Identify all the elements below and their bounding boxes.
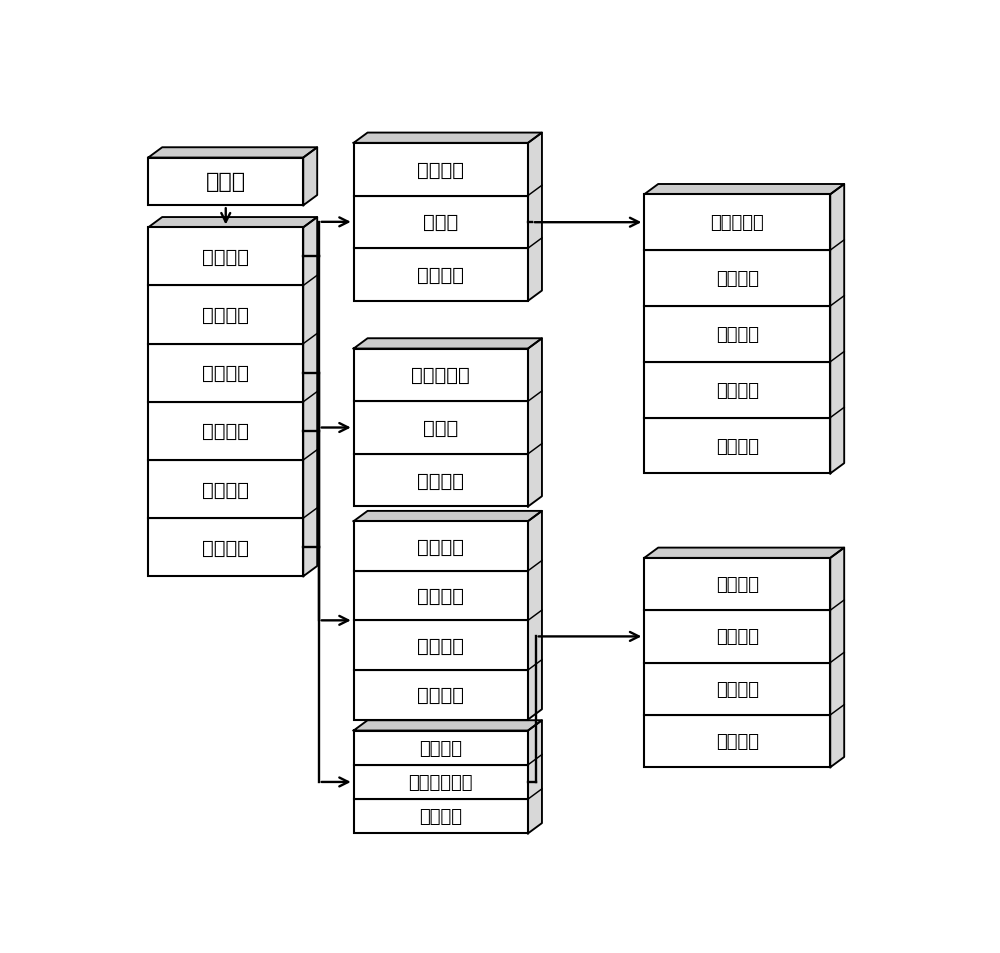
Bar — [354, 620, 528, 670]
Bar — [644, 418, 830, 474]
Polygon shape — [528, 339, 542, 507]
Bar — [354, 196, 528, 249]
Polygon shape — [830, 185, 844, 474]
Text: 保定值设置: 保定值设置 — [710, 214, 764, 232]
Polygon shape — [528, 133, 542, 301]
Polygon shape — [644, 548, 844, 558]
Text: 开出传动: 开出传动 — [202, 480, 249, 499]
Bar — [354, 800, 528, 834]
Polygon shape — [528, 512, 542, 720]
Polygon shape — [354, 133, 542, 144]
Text: 清除报告: 清除报告 — [419, 739, 462, 757]
Text: 参数设置: 参数设置 — [202, 306, 249, 325]
Bar — [354, 571, 528, 620]
Text: 屏保设置: 屏保设置 — [716, 437, 759, 455]
Text: 主界面: 主界面 — [206, 172, 246, 193]
Polygon shape — [148, 148, 317, 158]
Text: 跳闸输出: 跳闸输出 — [716, 576, 759, 594]
Polygon shape — [303, 218, 317, 577]
Bar — [644, 251, 830, 307]
Bar — [644, 715, 830, 767]
Text: 密码设置: 密码设置 — [716, 381, 759, 399]
Text: 动作报告: 动作报告 — [417, 537, 464, 556]
Text: 清除分闸次数: 清除分闸次数 — [409, 773, 473, 791]
Text: 保定时间: 保定时间 — [417, 266, 464, 285]
Text: 告警信号: 告警信号 — [716, 680, 759, 698]
Text: 电流电压量: 电流电压量 — [411, 366, 470, 385]
Text: 分闸次数: 分闸次数 — [417, 636, 464, 655]
Bar — [354, 521, 528, 571]
Bar — [354, 455, 528, 507]
Bar — [644, 611, 830, 663]
Polygon shape — [303, 148, 317, 206]
Polygon shape — [354, 720, 542, 731]
Bar — [354, 402, 528, 455]
Polygon shape — [148, 218, 317, 228]
Text: 告警报告: 告警报告 — [417, 586, 464, 605]
Polygon shape — [354, 512, 542, 521]
Polygon shape — [528, 720, 542, 834]
Bar — [148, 158, 303, 206]
Text: 保定值: 保定值 — [423, 213, 458, 233]
Text: 清除设置: 清除设置 — [419, 807, 462, 825]
Text: 备用出口: 备用出口 — [716, 732, 759, 750]
Bar — [644, 558, 830, 611]
Bar — [148, 518, 303, 577]
Bar — [148, 460, 303, 518]
Text: 信息清除: 信息清除 — [202, 538, 249, 558]
Text: 报告显示: 报告显示 — [202, 422, 249, 441]
Bar — [354, 144, 528, 196]
Bar — [148, 402, 303, 460]
Text: 时钟设置: 时钟设置 — [716, 326, 759, 343]
Polygon shape — [830, 548, 844, 767]
Bar — [354, 249, 528, 301]
Text: 开入量: 开入量 — [423, 418, 458, 437]
Text: 投退状态: 投退状态 — [417, 160, 464, 179]
Bar — [354, 765, 528, 800]
Bar — [354, 731, 528, 765]
Text: 通讯设置: 通讯设置 — [716, 270, 759, 288]
Bar — [148, 228, 303, 286]
Text: 装置信息: 装置信息 — [417, 471, 464, 490]
Polygon shape — [644, 185, 844, 195]
Bar — [148, 344, 303, 402]
Text: 遥信报告: 遥信报告 — [417, 685, 464, 704]
Bar — [644, 195, 830, 251]
Text: 合闸输出: 合闸输出 — [716, 628, 759, 646]
Bar — [354, 349, 528, 402]
Text: 状态显示: 状态显示 — [202, 364, 249, 383]
Text: 压板查看: 压板查看 — [202, 248, 249, 267]
Polygon shape — [354, 339, 542, 349]
Bar — [148, 286, 303, 344]
Bar — [644, 362, 830, 418]
Bar — [354, 670, 528, 720]
Bar — [644, 307, 830, 362]
Bar — [644, 663, 830, 715]
